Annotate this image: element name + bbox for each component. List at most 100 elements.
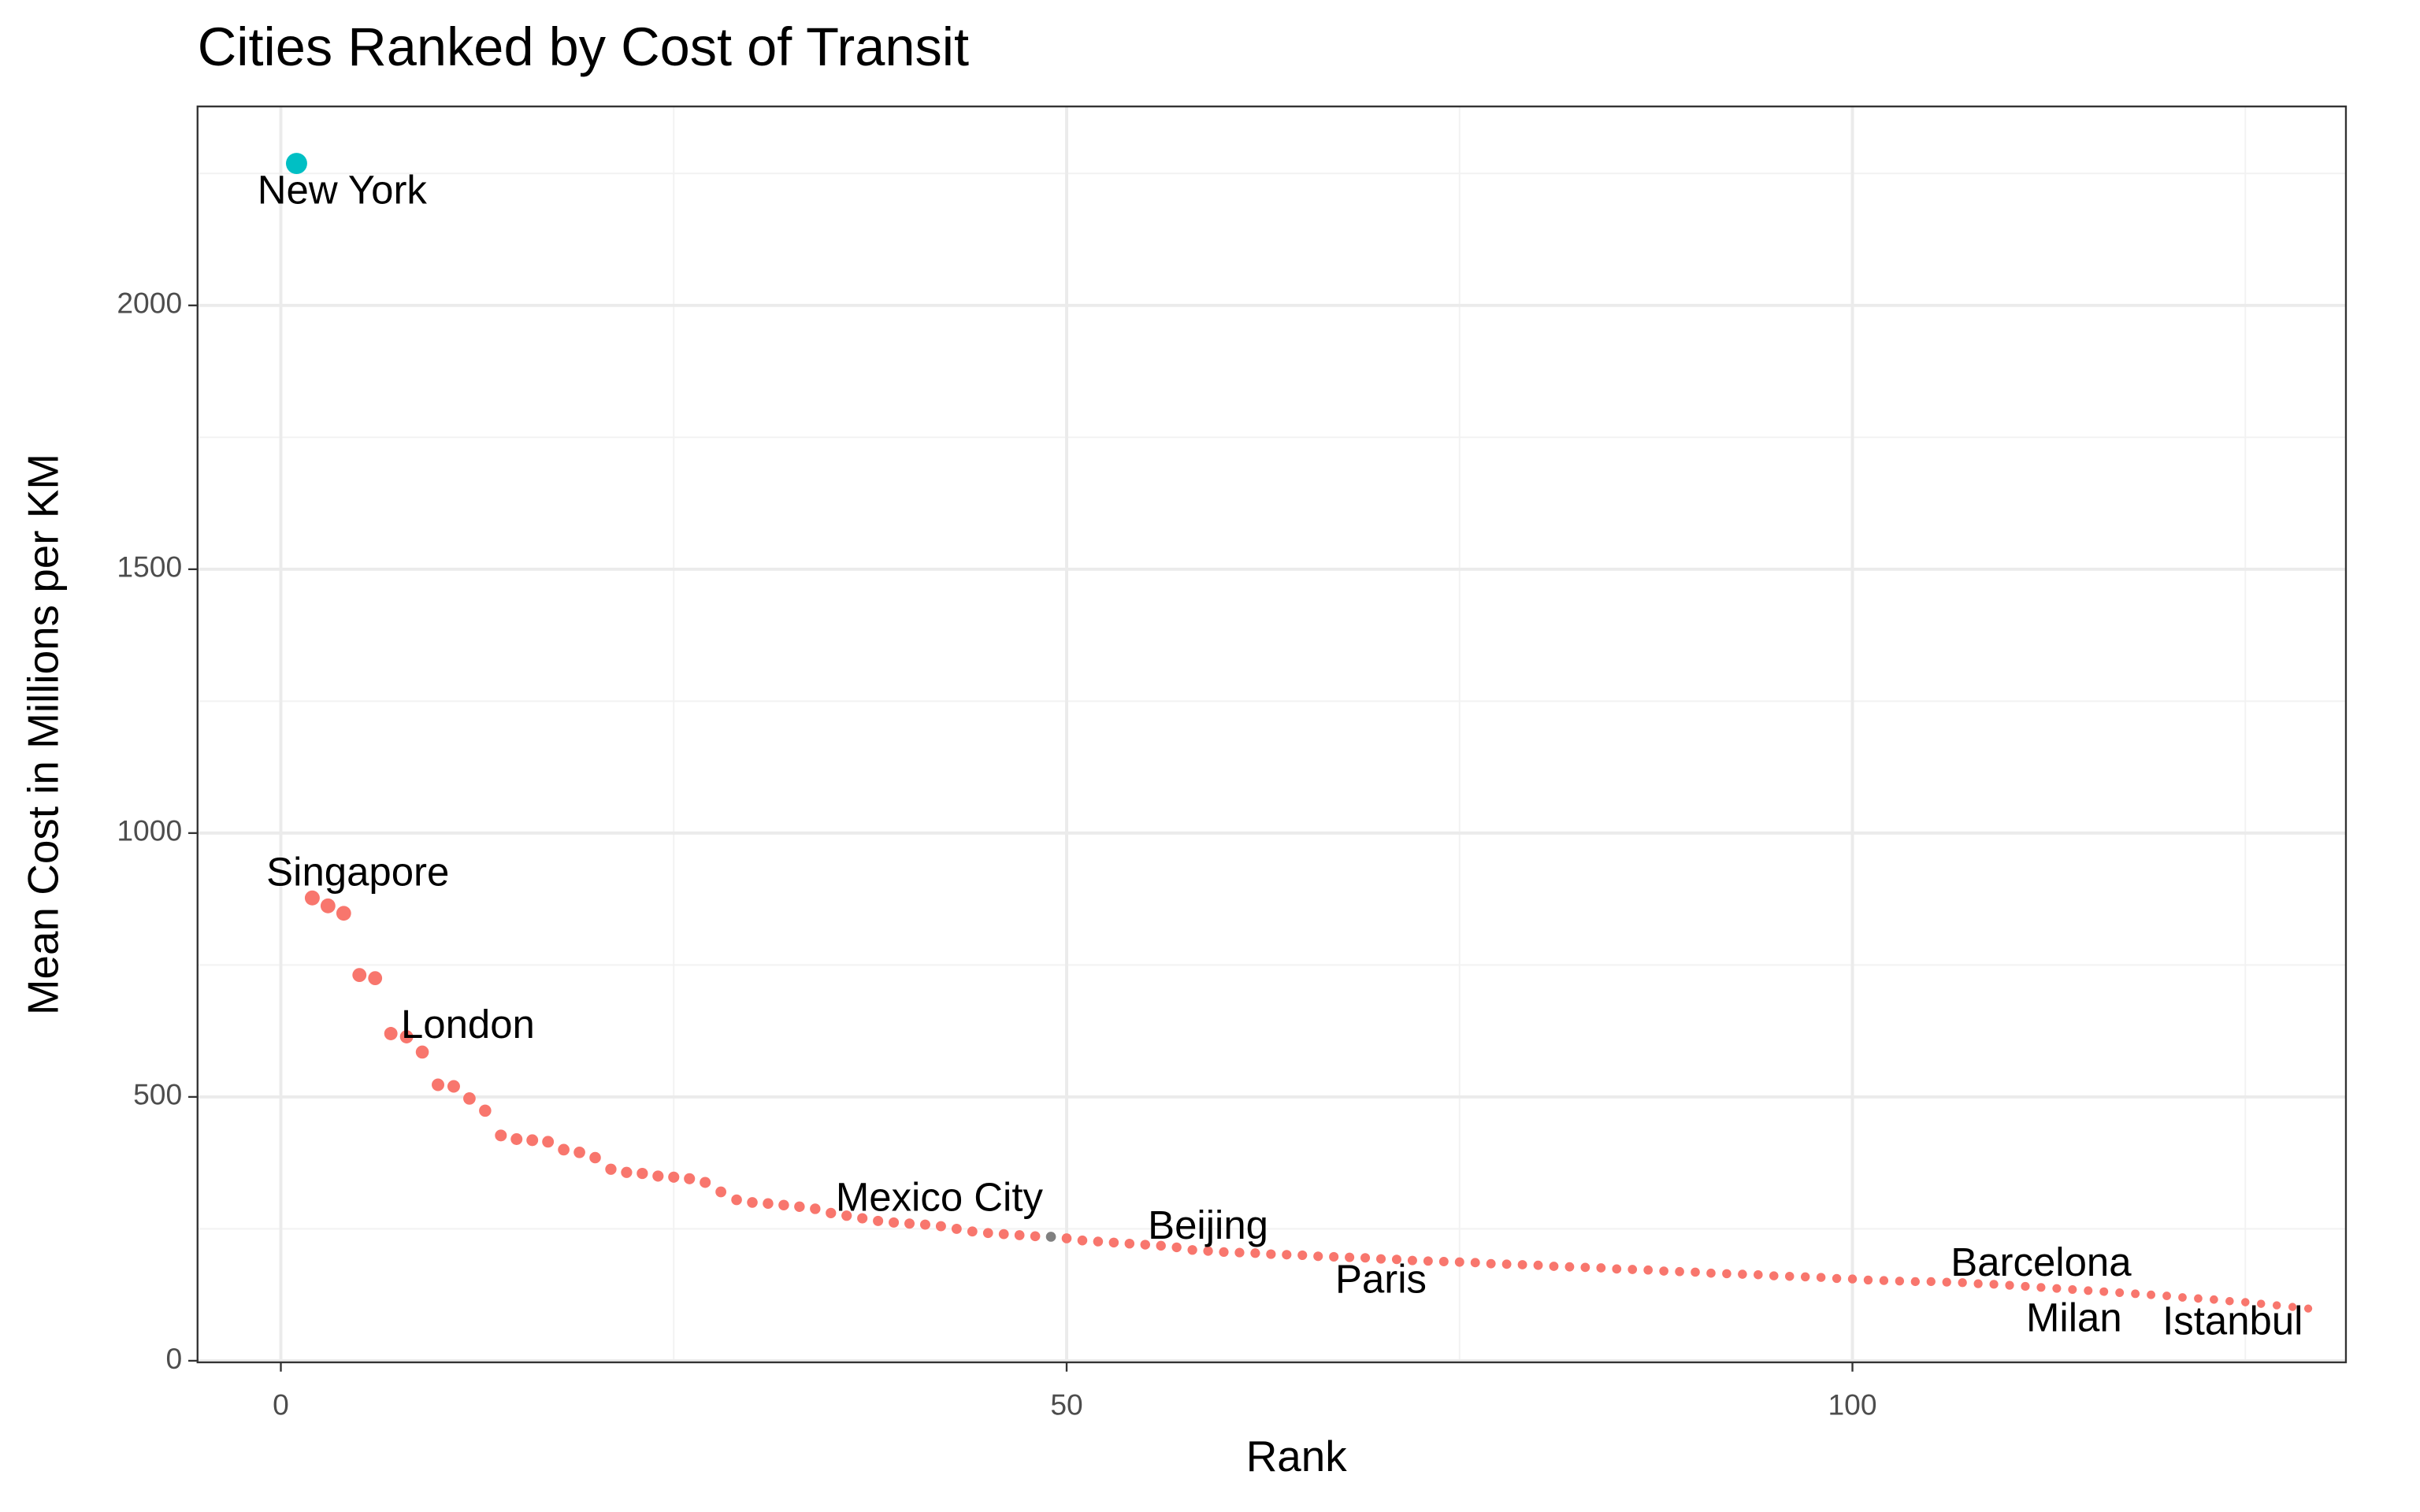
point — [935, 1221, 946, 1232]
x-tick-label: 50 — [1050, 1388, 1082, 1421]
point — [1423, 1256, 1433, 1266]
point — [1659, 1266, 1668, 1276]
point — [1533, 1260, 1543, 1270]
point — [2303, 1304, 2313, 1313]
point — [1234, 1247, 1245, 1258]
point — [1124, 1238, 1135, 1249]
point — [415, 1045, 429, 1059]
point — [2241, 1298, 2250, 1306]
points — [285, 153, 2313, 1313]
point — [1486, 1258, 1496, 1269]
point — [967, 1226, 978, 1237]
point — [1643, 1265, 1654, 1275]
point — [399, 1030, 414, 1043]
point — [1722, 1269, 1731, 1279]
point — [1580, 1262, 1590, 1273]
point — [684, 1173, 696, 1184]
point — [2272, 1301, 2281, 1310]
point — [763, 1198, 774, 1210]
y-tick-label: 2000 — [117, 287, 182, 320]
point — [919, 1219, 930, 1230]
x-tick-label: 100 — [1828, 1388, 1876, 1421]
point — [1895, 1277, 1905, 1286]
point — [2005, 1280, 2014, 1290]
point — [2052, 1284, 2062, 1293]
point — [904, 1218, 915, 1229]
point — [778, 1199, 789, 1211]
point — [1564, 1262, 1575, 1272]
point — [2115, 1288, 2125, 1297]
point — [982, 1228, 993, 1239]
point — [1973, 1279, 1983, 1288]
point — [668, 1171, 680, 1183]
point — [320, 898, 336, 914]
point — [1784, 1272, 1795, 1281]
point — [1942, 1277, 1951, 1287]
point — [2099, 1287, 2109, 1296]
point — [1266, 1249, 1276, 1259]
point — [1879, 1276, 1889, 1285]
point — [2194, 1294, 2203, 1303]
point — [1847, 1274, 1858, 1284]
annotation: Barcelona — [1950, 1240, 2132, 1284]
point — [1989, 1280, 1999, 1289]
point — [2178, 1293, 2187, 1302]
point — [841, 1210, 852, 1221]
point — [1470, 1258, 1480, 1268]
point — [1282, 1250, 1292, 1260]
point — [700, 1177, 711, 1188]
point — [2210, 1295, 2218, 1304]
point — [447, 1080, 460, 1093]
y-tick-label: 500 — [133, 1078, 182, 1111]
x-axis-title: Rank — [1246, 1432, 1348, 1480]
point — [542, 1136, 555, 1148]
chart-title: Cities Ranked by Cost of Transit — [198, 17, 969, 77]
point — [573, 1146, 585, 1158]
point — [2021, 1281, 2030, 1292]
y-tick-label: 1500 — [117, 550, 182, 584]
point — [1501, 1259, 1512, 1269]
point — [747, 1197, 758, 1208]
point — [1297, 1250, 1308, 1260]
point — [794, 1201, 805, 1213]
point — [1454, 1257, 1464, 1267]
point — [1549, 1262, 1559, 1271]
point — [2131, 1289, 2140, 1299]
annotation: London — [401, 1002, 535, 1047]
point — [1675, 1266, 1684, 1277]
annotation: Istanbul — [2162, 1298, 2303, 1343]
point — [1706, 1268, 1716, 1278]
point — [1769, 1271, 1779, 1280]
point — [715, 1186, 727, 1198]
point — [2036, 1283, 2046, 1292]
point — [1156, 1240, 1166, 1251]
point — [1250, 1248, 1260, 1258]
point — [1612, 1264, 1622, 1274]
point — [1816, 1273, 1826, 1282]
point — [2147, 1290, 2155, 1299]
point — [304, 890, 320, 906]
point — [1926, 1277, 1936, 1287]
annotation: New York — [258, 168, 428, 213]
point — [1014, 1230, 1025, 1240]
point — [2084, 1286, 2093, 1295]
point — [1030, 1231, 1041, 1242]
point — [352, 968, 367, 983]
point — [495, 1129, 507, 1142]
point — [1077, 1235, 1088, 1246]
point — [558, 1143, 570, 1156]
point — [1738, 1269, 1747, 1279]
point — [1219, 1247, 1229, 1258]
point — [285, 153, 307, 175]
point — [1093, 1236, 1104, 1247]
point — [1329, 1251, 1339, 1262]
point — [1061, 1233, 1072, 1243]
point — [621, 1166, 633, 1178]
point — [510, 1133, 523, 1145]
annotation: Milan — [2026, 1295, 2122, 1340]
point — [873, 1215, 884, 1226]
point — [1108, 1237, 1119, 1248]
point — [2225, 1296, 2234, 1306]
